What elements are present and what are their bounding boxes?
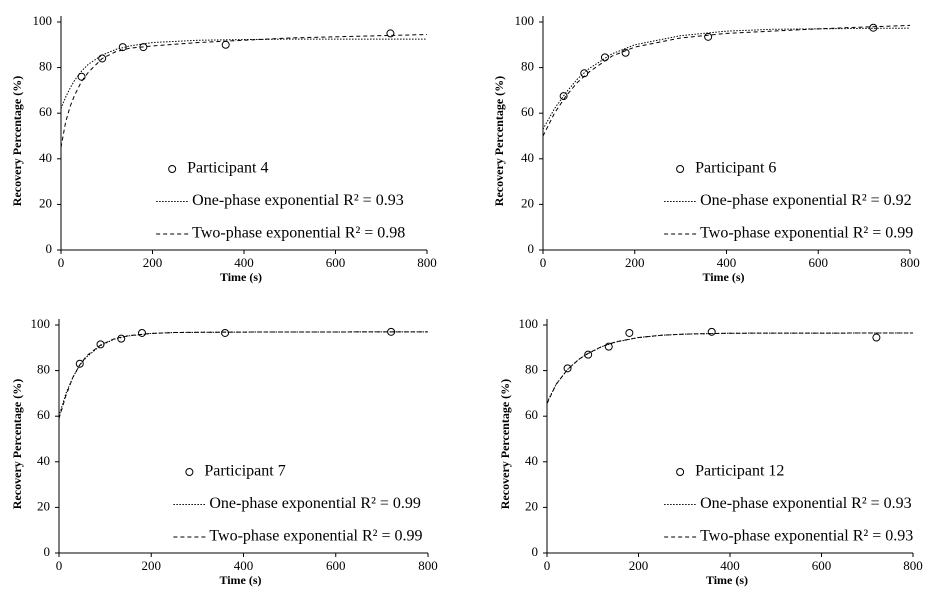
legend-label: Two-phase exponential R² = 0.99 xyxy=(700,225,913,242)
data-point xyxy=(221,328,230,337)
y-tick-label: 0 xyxy=(44,544,51,559)
y-tick-label: 20 xyxy=(525,498,538,513)
y-tick-label: 0 xyxy=(46,241,53,256)
y-tick-label: 0 xyxy=(528,241,535,256)
fit-line xyxy=(546,332,914,404)
x-tick-label: 400 xyxy=(717,255,737,270)
x-tick-label: 0 xyxy=(540,255,547,270)
x-axis-title: Time (s) xyxy=(219,573,261,587)
y-tick-label: 100 xyxy=(31,316,51,331)
y-axis-title: Recovery Percentage (%) xyxy=(492,76,506,206)
legend-marker xyxy=(676,165,685,173)
legend-marker xyxy=(676,468,685,476)
panel: 0 20 40 60 80 100 0 200 400 600 800 Time (s) Recover… xyxy=(492,13,920,284)
y-tick-label: 20 xyxy=(37,498,50,513)
x-tick-label: 800 xyxy=(903,558,923,573)
legend-label: Participant 12 xyxy=(695,463,784,480)
y-axis-title: Recovery Percentage (%) xyxy=(10,379,24,509)
fit-line xyxy=(542,24,911,137)
x-axis-title: Time (s) xyxy=(220,270,262,284)
legend-label: Two-phase exponential R² = 0.98 xyxy=(192,225,405,242)
data-point xyxy=(707,327,716,336)
legend-marker xyxy=(185,468,194,476)
y-tick-label: 40 xyxy=(39,150,52,165)
data-point xyxy=(117,334,126,343)
y-tick-label: 40 xyxy=(37,453,50,468)
panel: 0 20 40 60 80 100 0 200 400 600 800 Time (s) Recover… xyxy=(10,316,438,587)
legend-label: Participant 4 xyxy=(187,160,268,177)
y-tick-label: 80 xyxy=(521,59,534,74)
x-tick-label: 600 xyxy=(809,255,829,270)
legend-label: Participant 6 xyxy=(695,160,776,177)
y-tick-label: 80 xyxy=(525,362,538,377)
legend-label: One-phase exponential R² = 0.93 xyxy=(700,495,912,512)
x-tick-label: 400 xyxy=(720,558,740,573)
data-point xyxy=(138,328,147,337)
fit-line xyxy=(58,331,429,417)
y-tick-label: 80 xyxy=(37,362,50,377)
x-tick-label: 600 xyxy=(326,255,346,270)
y-tick-label: 40 xyxy=(521,150,534,165)
x-tick-label: 200 xyxy=(143,255,163,270)
x-tick-label: 800 xyxy=(417,255,437,270)
fit-line xyxy=(60,38,427,109)
data-point xyxy=(704,32,713,41)
x-axis-title: Time (s) xyxy=(706,573,748,587)
fit-line xyxy=(542,27,911,130)
legend-label: Two-phase exponential R² = 0.99 xyxy=(209,528,422,545)
y-axis-title: Recovery Percentage (%) xyxy=(498,379,512,509)
y-tick-label: 20 xyxy=(521,195,534,210)
y-tick-label: 100 xyxy=(519,316,539,331)
data-point xyxy=(96,340,105,349)
legend-label: One-phase exponential R² = 0.92 xyxy=(700,192,912,209)
legend-label: One-phase exponential R² = 0.93 xyxy=(192,192,404,209)
panel: 0 20 40 60 80 100 0 200 400 600 800 Time (s) Recover… xyxy=(498,316,923,587)
fit-line xyxy=(58,331,429,419)
data-point xyxy=(75,359,84,368)
x-tick-label: 400 xyxy=(234,255,254,270)
legend-marker xyxy=(168,165,177,173)
y-tick-label: 60 xyxy=(39,104,52,119)
y-tick-label: 60 xyxy=(525,407,538,422)
y-tick-label: 80 xyxy=(39,59,52,74)
data-point xyxy=(869,23,878,32)
x-tick-label: 800 xyxy=(900,255,920,270)
data-point xyxy=(221,40,230,49)
x-tick-label: 0 xyxy=(56,558,63,573)
fit-line xyxy=(60,34,428,148)
data-point xyxy=(563,364,572,373)
x-tick-label: 800 xyxy=(418,558,438,573)
data-point xyxy=(118,43,127,52)
x-tick-label: 400 xyxy=(234,558,254,573)
x-tick-label: 0 xyxy=(544,558,551,573)
x-tick-label: 200 xyxy=(142,558,162,573)
x-tick-label: 200 xyxy=(629,558,649,573)
data-point xyxy=(625,328,634,337)
y-axis-title: Recovery Percentage (%) xyxy=(10,76,24,206)
y-tick-label: 100 xyxy=(515,13,535,28)
x-tick-label: 0 xyxy=(58,255,65,270)
fit-line xyxy=(546,332,914,403)
data-point xyxy=(872,333,881,342)
y-tick-label: 100 xyxy=(33,13,53,28)
y-tick-label: 0 xyxy=(532,544,539,559)
y-tick-label: 40 xyxy=(525,453,538,468)
x-tick-label: 200 xyxy=(625,255,645,270)
x-axis-title: Time (s) xyxy=(702,270,744,284)
legend-label: One-phase exponential R² = 0.99 xyxy=(209,495,421,512)
panel: 0 20 40 60 80 100 0 200 400 600 800 Time (s) Recover… xyxy=(10,13,437,284)
x-tick-label: 600 xyxy=(812,558,832,573)
y-tick-label: 60 xyxy=(521,104,534,119)
y-tick-label: 60 xyxy=(37,407,50,422)
legend-label: Two-phase exponential R² = 0.93 xyxy=(700,528,913,545)
legend-label: Participant 7 xyxy=(204,463,285,480)
y-tick-label: 20 xyxy=(39,195,52,210)
x-tick-label: 600 xyxy=(326,558,346,573)
